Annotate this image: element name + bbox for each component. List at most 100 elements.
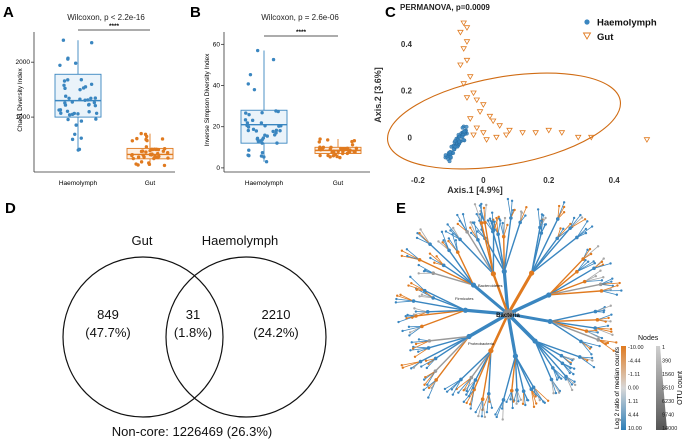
tree-leaf-node	[400, 364, 403, 367]
tree-leaf-node	[394, 301, 398, 304]
tree-leaf-branch	[493, 216, 500, 231]
tree-leaf-node	[417, 350, 420, 353]
tree-leaf-node	[595, 329, 598, 332]
tree-leaf-node	[462, 400, 466, 404]
legend-color-value: -10.00	[628, 345, 644, 351]
tree-leaf-node	[419, 228, 422, 231]
tree-leaf-node	[468, 403, 472, 406]
tree-leaf-node	[420, 365, 423, 368]
data-point	[329, 145, 333, 149]
tree-leaf-node	[412, 313, 416, 316]
tree-node	[521, 389, 526, 394]
tree-leaf-node	[538, 398, 541, 402]
tree-leaf-branch	[576, 226, 593, 238]
tree-leaf-node	[473, 203, 477, 206]
data-point	[156, 155, 160, 160]
tree-leaf-branch	[447, 224, 461, 240]
tree-leaf-node	[495, 216, 498, 220]
tree-leaf-branch	[496, 217, 499, 235]
tree-leaf-branch	[463, 377, 472, 391]
tree-branch	[548, 280, 585, 296]
tree-branch-main	[506, 271, 534, 316]
tree-leaf-node	[409, 349, 412, 352]
tree-leaf-node	[442, 239, 445, 242]
gut-point	[463, 57, 471, 64]
tree-leaf-branch	[452, 234, 459, 253]
tree-leaf-node	[485, 410, 489, 414]
tree-node	[422, 288, 427, 293]
data-point	[66, 117, 70, 122]
data-point	[134, 162, 138, 166]
tree-leaf-branch	[446, 379, 462, 392]
tree-leaf-node	[611, 333, 614, 337]
data-point	[76, 112, 80, 116]
tree-branch	[514, 356, 518, 391]
data-point	[247, 112, 251, 117]
tree-leaf-branch	[412, 311, 428, 319]
tree-leaf-node	[417, 272, 420, 275]
tree-leaf-branch	[466, 389, 475, 404]
tree-branch	[477, 239, 495, 275]
data-point	[350, 139, 354, 144]
tree-leaf-node	[423, 268, 427, 272]
tree-branch-main	[463, 308, 510, 316]
tree-node	[433, 369, 438, 373]
tree-leaf-branch	[540, 215, 544, 234]
tree-leaf-node	[503, 216, 507, 220]
data-point	[79, 119, 84, 123]
tree-leaf-node	[495, 415, 498, 419]
tree-node	[427, 339, 432, 343]
tree-branch	[548, 258, 584, 296]
panel-c-title: PERMANOVA, p=0.0009	[400, 3, 490, 12]
tree-leaf-branch	[402, 325, 422, 332]
tree-leaf-node	[583, 218, 587, 221]
tree-leaf-node	[552, 392, 555, 395]
data-point	[265, 134, 269, 138]
tree-leaf-branch	[597, 339, 614, 352]
data-point	[245, 121, 250, 125]
tree-leaf-node	[494, 413, 497, 416]
tree-branch	[474, 350, 492, 381]
legend-color-value: -4.44	[628, 359, 641, 365]
tree-branch	[413, 300, 466, 311]
tree-leaf-branch	[395, 300, 414, 303]
tree-leaf-branch	[495, 399, 504, 415]
tree-leaf-node	[457, 391, 460, 394]
tree-node	[473, 378, 478, 382]
y-tick-label: 0.2	[401, 87, 413, 96]
tree-leaf-node	[602, 276, 605, 279]
node-label-firmicutes: Firmicutes	[455, 296, 473, 301]
tree-branch	[424, 290, 466, 311]
panel-label-d: D	[5, 200, 16, 217]
tree-branch	[429, 243, 475, 286]
tree-node	[501, 234, 506, 239]
tree-leaf-node	[444, 230, 448, 233]
tree-leaf-node	[505, 400, 508, 404]
tree-node	[431, 296, 435, 300]
panel-c-pcoa: C PERMANOVA, p=0.0009 Axis.2 [3.6%] Axis…	[373, 3, 657, 195]
tree-leaf-node	[410, 282, 413, 285]
tree-leaf-branch	[498, 218, 505, 237]
tree-leaf-node	[449, 229, 452, 232]
venn-set-haemolymph: Haemolymph	[202, 233, 279, 248]
tree-leaf-node	[609, 288, 612, 291]
tree-leaf-node	[534, 395, 537, 398]
tree-leaf-branch	[519, 207, 527, 223]
haemolymph-point	[451, 151, 456, 155]
tree-branch	[420, 335, 470, 363]
data-point	[318, 137, 322, 141]
data-point	[252, 87, 257, 92]
data-point	[63, 94, 68, 98]
tree-leaf-branch	[506, 390, 513, 403]
tree-leaf-branch	[557, 206, 565, 220]
tree-leaf-node	[600, 279, 604, 282]
tree-node	[479, 221, 484, 225]
tree-node	[549, 377, 554, 382]
tree-branch	[511, 356, 517, 391]
tree-node	[509, 216, 513, 220]
gut-confidence-ellipse	[386, 72, 622, 170]
data-point	[326, 138, 330, 142]
tree-branch	[514, 355, 532, 390]
tree-leaf-node	[606, 341, 610, 345]
tree-leaf-node	[596, 331, 599, 334]
